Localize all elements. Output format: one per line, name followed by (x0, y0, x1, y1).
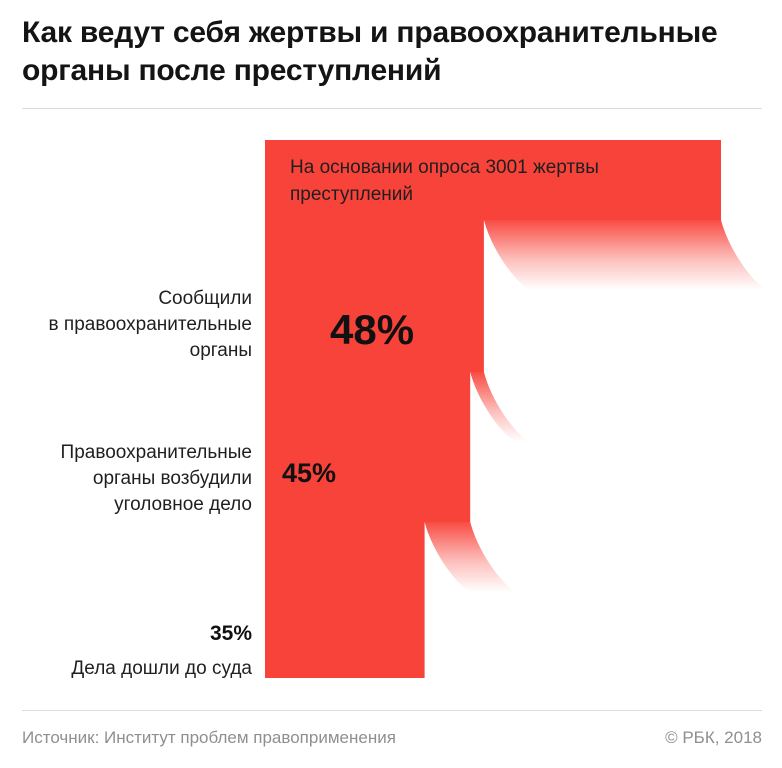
copyright-text: © РБК, 2018 (665, 728, 762, 747)
funnel-bar-1 (265, 372, 471, 522)
dropoff-curl-0 (483, 220, 766, 290)
stage-label-court: Дела дошли до суда (71, 658, 252, 679)
stage-label-case-opened-line: уголовное дело (114, 494, 252, 515)
footer-divider (22, 710, 762, 711)
stage-label-reported: Сообщили в правоохранительные органы (49, 286, 252, 364)
stage-label-reported-line: в правоохранительные (48, 314, 252, 335)
source-text: Источник: Институт проблем правоприменен… (22, 728, 396, 747)
stage-label-reported-line: Сообщили (158, 288, 252, 309)
stage-label-case-opened: Правоохранительные органы возбудили угол… (61, 440, 252, 518)
funnel-base-bar (265, 140, 721, 220)
chart-title: Как ведут себя жертвы и правоохранительн… (22, 16, 718, 87)
stage-value-court: 35% (209, 622, 252, 645)
stage-label-case-opened-line: Правоохранительные (60, 442, 252, 463)
dropoff-curl-2 (424, 522, 516, 592)
funnel-bar-2 (265, 522, 425, 678)
title-divider (22, 108, 762, 109)
stage-label-case-opened-line: органы возбудили (92, 468, 252, 489)
stage-value-reported: 48% (330, 306, 415, 353)
stage-label-reported-line: органы (189, 340, 252, 361)
funnel-bar-0 (265, 220, 484, 372)
dropoff-curl-1 (470, 372, 529, 442)
stage-value-case-opened: 45% (282, 458, 337, 488)
survey-note: На основании опроса 3001 жертвы преступл… (290, 157, 599, 205)
